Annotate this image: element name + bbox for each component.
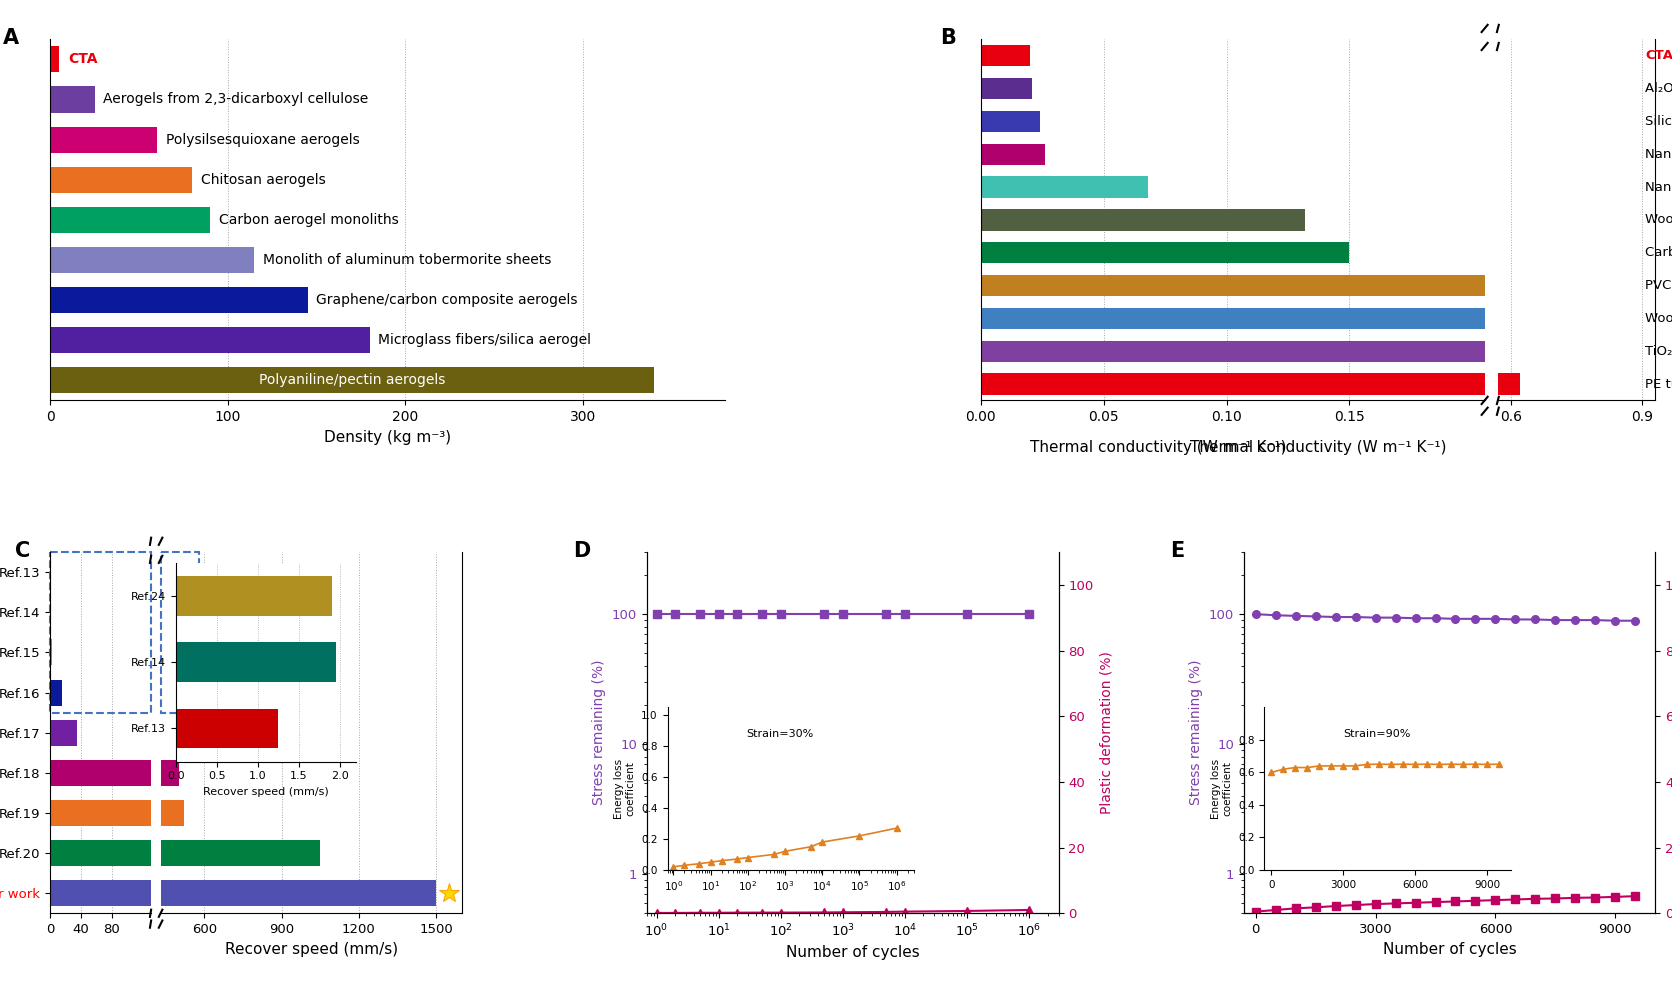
Text: Aerogels from 2,3-dicarboxyl cellulose: Aerogels from 2,3-dicarboxyl cellulose (104, 92, 368, 106)
Text: Wood (radial): Wood (radial) (1645, 213, 1672, 227)
Bar (50, 800, 184, 826)
X-axis label: Density (kg m⁻³): Density (kg m⁻³) (324, 430, 451, 445)
Bar (981, 373, 1485, 395)
Text: Carbon aerogel monoliths: Carbon aerogel monoliths (219, 213, 398, 227)
Text: Al₂O₃ nanotube aerogel: Al₂O₃ nanotube aerogel (1645, 82, 1672, 95)
Bar (981, 45, 1030, 67)
Text: D: D (573, 541, 590, 562)
X-axis label: Recover speed (mm/s): Recover speed (mm/s) (224, 942, 398, 956)
Bar (50, 840, 150, 866)
Bar (50, 840, 319, 866)
X-axis label: Number of cycles: Number of cycles (786, 945, 920, 960)
Text: Chitosan aerogels: Chitosan aerogels (201, 173, 326, 187)
Y-axis label: Stress remaining (%): Stress remaining (%) (1189, 660, 1204, 805)
Bar (50, 207, 211, 233)
Bar (50, 367, 654, 394)
Text: TiO₂ nanotube: TiO₂ nanotube (1645, 345, 1672, 357)
Bar (161, 552, 199, 713)
X-axis label: Number of cycles: Number of cycles (1383, 942, 1517, 956)
Bar (50, 800, 150, 826)
Bar (981, 177, 1149, 197)
Bar (50, 552, 150, 713)
Bar (50, 720, 77, 745)
Text: Polyaniline/pectin aerogels: Polyaniline/pectin aerogels (259, 373, 445, 387)
Bar (50, 760, 179, 786)
Bar (981, 307, 1485, 329)
Bar (50, 880, 436, 906)
Text: Wood (axial): Wood (axial) (1645, 312, 1672, 325)
Text: B: B (941, 28, 956, 48)
Text: Silica nanotube aerogel: Silica nanotube aerogel (1645, 115, 1672, 128)
Bar (981, 78, 1033, 99)
Text: Thermal conductivity (W m⁻¹ K⁻¹): Thermal conductivity (W m⁻¹ K⁻¹) (1190, 440, 1446, 455)
Bar (981, 242, 1349, 263)
Text: Microglass fibers/silica aerogel: Microglass fibers/silica aerogel (378, 333, 592, 348)
Bar (981, 341, 1485, 361)
Bar (50, 880, 150, 906)
Bar (50, 167, 192, 192)
Bar (50, 680, 62, 706)
Text: Thermal conductivity (W m⁻¹ K⁻¹): Thermal conductivity (W m⁻¹ K⁻¹) (1030, 440, 1287, 455)
Text: PE tube: PE tube (1645, 377, 1672, 391)
Bar (50, 46, 59, 73)
Text: Polysilsesquioxane aerogels: Polysilsesquioxane aerogels (166, 133, 359, 146)
Bar (1249, 373, 1520, 395)
Text: Monolith of aluminum tobermorite sheets: Monolith of aluminum tobermorite sheets (263, 253, 552, 267)
Bar (981, 111, 1040, 132)
Text: E: E (1170, 541, 1184, 562)
Y-axis label: Stress remaining (%): Stress remaining (%) (592, 660, 607, 805)
Bar (981, 209, 1306, 231)
Text: CTA: CTA (69, 52, 97, 67)
Text: Nanowood (axial): Nanowood (axial) (1645, 181, 1672, 193)
Text: C: C (15, 541, 30, 562)
Text: Graphene/carbon composite aerogels: Graphene/carbon composite aerogels (316, 293, 579, 307)
Bar (981, 143, 1045, 165)
Bar (50, 327, 370, 354)
Bar (50, 86, 95, 113)
Bar (50, 287, 308, 313)
Bar (50, 760, 150, 786)
Bar (50, 246, 254, 273)
Y-axis label: Plastic deformation (%): Plastic deformation (%) (1099, 651, 1114, 814)
Text: Carbon nanotube aerogel: Carbon nanotube aerogel (1645, 246, 1672, 259)
Bar (50, 127, 157, 152)
Text: Nanowood (radial): Nanowood (radial) (1645, 147, 1672, 161)
Text: CTA: CTA (1645, 49, 1672, 62)
Bar (981, 275, 1485, 297)
Text: A: A (3, 28, 18, 48)
Text: PVC tube: PVC tube (1645, 279, 1672, 292)
